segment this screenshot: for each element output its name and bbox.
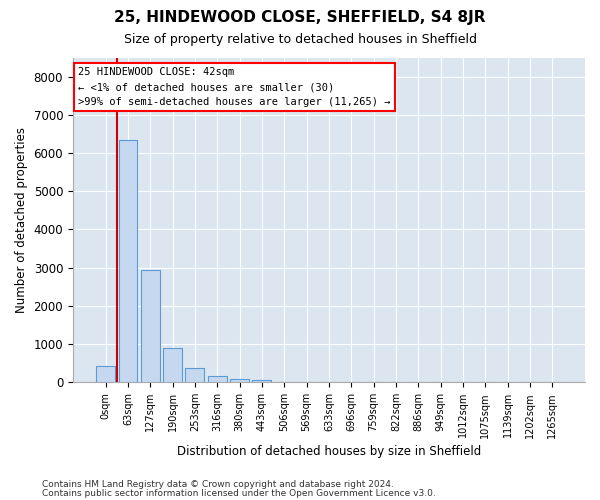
Bar [96, 366, 115, 382]
Text: Size of property relative to detached houses in Sheffield: Size of property relative to detached ho… [124, 32, 476, 46]
Bar [208, 376, 227, 382]
Bar [230, 379, 249, 382]
Text: 25, HINDEWOOD CLOSE, SHEFFIELD, S4 8JR: 25, HINDEWOOD CLOSE, SHEFFIELD, S4 8JR [114, 10, 486, 25]
Bar [163, 348, 182, 382]
Bar [253, 380, 271, 382]
Text: 25 HINDEWOOD CLOSE: 42sqm
← <1% of detached houses are smaller (30)
>99% of semi: 25 HINDEWOOD CLOSE: 42sqm ← <1% of detac… [78, 67, 391, 107]
Text: Contains HM Land Registry data © Crown copyright and database right 2024.: Contains HM Land Registry data © Crown c… [42, 480, 394, 489]
Y-axis label: Number of detached properties: Number of detached properties [15, 127, 28, 313]
Bar [185, 368, 205, 382]
Bar [141, 270, 160, 382]
Bar [119, 140, 137, 382]
X-axis label: Distribution of detached houses by size in Sheffield: Distribution of detached houses by size … [177, 444, 481, 458]
Text: Contains public sector information licensed under the Open Government Licence v3: Contains public sector information licen… [42, 489, 436, 498]
